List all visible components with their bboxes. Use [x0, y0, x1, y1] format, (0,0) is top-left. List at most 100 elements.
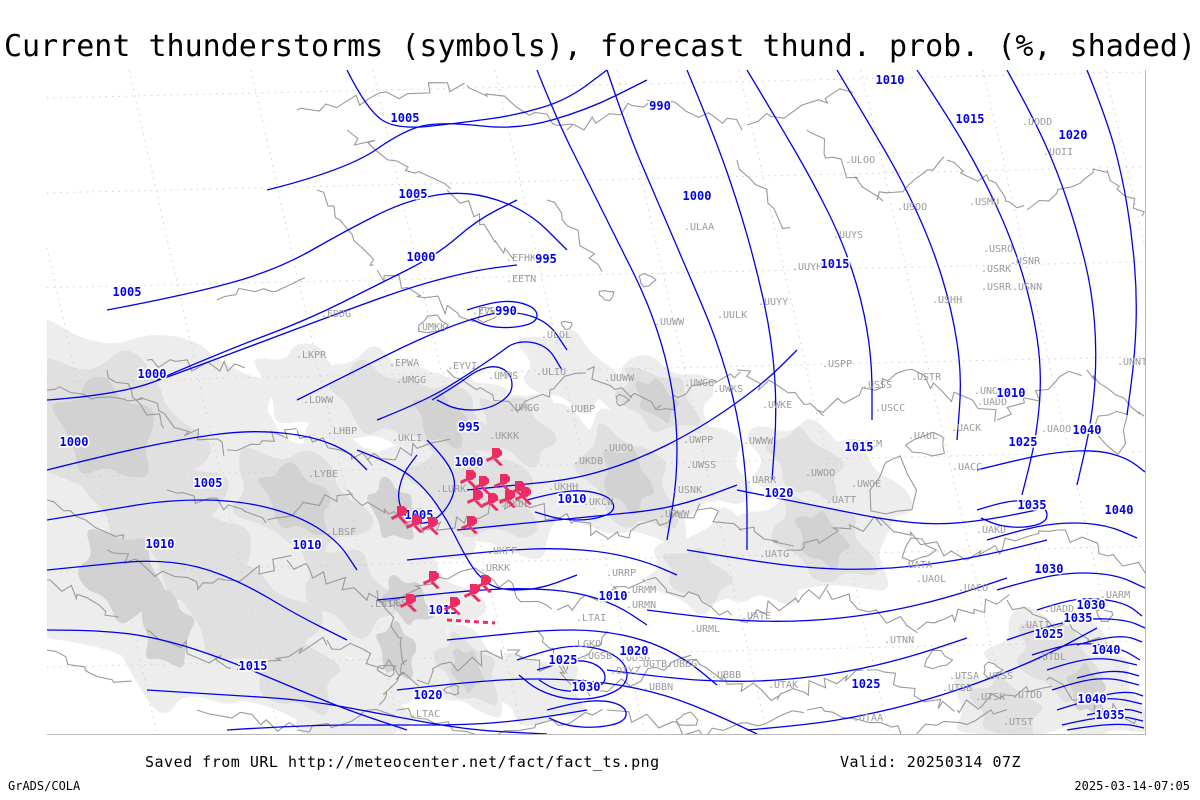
coastline	[556, 579, 647, 612]
station-label: .UWOO	[805, 468, 835, 479]
isobar	[1031, 643, 1141, 661]
coastline	[47, 499, 125, 540]
isobar-label-halo: 1020	[765, 486, 794, 500]
isobar	[546, 700, 627, 728]
station-label: .UWKS	[713, 384, 743, 395]
isobar-label-halo: 1010	[558, 492, 587, 506]
station-label: .UMMS	[488, 371, 518, 382]
isobar	[1076, 636, 1143, 646]
station-label: .UTDD	[1012, 690, 1042, 701]
station-label: .UKLI	[392, 433, 422, 444]
parallel	[47, 356, 1145, 384]
isobar-label-halo: 1005	[113, 285, 142, 299]
parallel	[47, 640, 1145, 668]
station-label: .USCC	[875, 403, 905, 414]
station-label: .UAKD	[976, 525, 1006, 536]
station-label: .UTDL	[1036, 652, 1066, 663]
station-label: .USTR	[911, 372, 942, 383]
isobar	[266, 79, 648, 191]
parallel	[47, 166, 1145, 194]
isobar-label: 1000	[60, 435, 89, 449]
isobar-label: 1000	[138, 367, 167, 381]
coastline	[226, 428, 297, 452]
station-label: .USNK	[672, 485, 702, 496]
isobar-label: 1000	[407, 250, 436, 264]
isobar	[106, 192, 568, 311]
station-label: .UUWW	[654, 317, 685, 328]
station-label: .UWOE	[851, 479, 881, 490]
station-label: .UTSA	[949, 671, 979, 682]
isobar-label-halo: 1025	[852, 677, 881, 691]
isobar	[47, 431, 368, 471]
coastline	[346, 489, 424, 534]
isobar-label: 1005	[113, 285, 142, 299]
station-label: .USRR	[981, 282, 1012, 293]
station-label: .UMGG	[509, 403, 539, 414]
map-svg: .ULOO .UOII .UODD .ULAA .USOO .USMU .UUYS .UUYH…	[47, 70, 1145, 734]
isobar-label-halo: 1040	[1073, 423, 1102, 437]
shade-area	[301, 546, 397, 639]
isobar-label-halo: 1025	[1009, 435, 1038, 449]
station-label: .UGTB	[637, 659, 667, 670]
isobar-label: 1030	[572, 680, 601, 694]
shade-area	[969, 676, 1043, 734]
isobar-label: 1030	[1035, 562, 1064, 576]
station-label: .UWPP	[683, 435, 713, 446]
station-label: .UKFF	[487, 546, 517, 557]
isobar-label-halo: 1010	[293, 538, 322, 552]
station-label: .UKCW	[583, 497, 614, 508]
isobar-label: 1010	[293, 538, 322, 552]
isobar-label-halo: 990	[649, 99, 671, 113]
station-label: .LTAC	[410, 709, 440, 720]
station-label: .UKHH	[548, 482, 578, 493]
isobar	[916, 70, 1041, 496]
station-label: .EPWA	[389, 358, 419, 369]
isobar-label: 1020	[765, 486, 794, 500]
coastline	[136, 397, 225, 456]
coastline	[946, 159, 1025, 209]
station-label: .UNNT	[1117, 357, 1145, 368]
thunderstorm-symbol	[515, 487, 532, 505]
coastline	[707, 710, 805, 734]
shade-area	[765, 426, 844, 501]
coastline	[1086, 369, 1145, 417]
station-label: .USRK	[981, 264, 1011, 275]
isobar	[376, 588, 648, 626]
isobar-label: 1005	[399, 187, 428, 201]
station-label: .LGSA	[383, 598, 413, 609]
station-label: .UBBN	[643, 682, 673, 693]
station-label: .LKPR	[296, 350, 327, 361]
coastline	[47, 386, 143, 402]
coastline	[47, 649, 132, 683]
coastline	[806, 706, 902, 734]
isobar-label-halo: 1005	[391, 111, 420, 125]
isobar-label: 1015	[956, 112, 985, 126]
isobar	[47, 264, 518, 401]
station-label: .UATG	[759, 549, 789, 560]
isobar	[746, 627, 1098, 731]
isobar-label: 1000	[455, 455, 484, 469]
isobar	[446, 629, 718, 686]
isobar-label-halo: 1000	[60, 435, 89, 449]
station-label: .EVRA	[472, 306, 502, 317]
isobar-label: 1020	[414, 688, 443, 702]
station-label: .UADD	[977, 397, 1007, 408]
probability-shading	[47, 319, 1145, 734]
shade-area	[239, 622, 341, 716]
isobar-label-halo: 1020	[1059, 128, 1088, 142]
isobar-label-halo: 1010	[599, 589, 628, 603]
island-outline	[560, 320, 573, 330]
isobar-label-halo: 990	[495, 304, 517, 318]
coastline	[606, 709, 703, 734]
coastline	[907, 709, 1008, 734]
isobar-label: 1015	[845, 440, 874, 454]
isobar-label: 995	[535, 252, 557, 266]
station-label: .ULOL	[541, 330, 571, 341]
station-label: .USSS	[862, 380, 892, 391]
station-label: .USNR	[1010, 256, 1041, 267]
station-label: .LGIR	[369, 599, 400, 610]
weather-map-canvas[interactable]: .ULOO .UOII .UODD .ULAA .USOO .USMU .UUYS .UUYH…	[47, 70, 1146, 735]
isobar-label: 990	[649, 99, 671, 113]
isobar	[396, 678, 758, 734]
station-label: .UTAA	[853, 713, 883, 724]
